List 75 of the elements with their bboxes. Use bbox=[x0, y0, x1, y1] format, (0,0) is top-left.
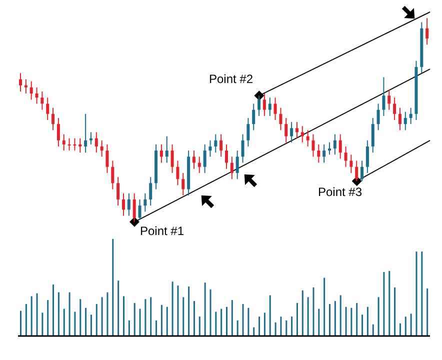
candlestick bbox=[198, 156, 201, 174]
candlestick bbox=[306, 130, 310, 147]
candlestick bbox=[258, 95, 261, 116]
candlestick bbox=[230, 156, 234, 180]
candlestick bbox=[220, 134, 223, 158]
candlestick bbox=[46, 97, 50, 120]
candlestick bbox=[333, 134, 336, 156]
candlestick bbox=[274, 97, 277, 120]
candlestick bbox=[35, 86, 38, 104]
annotation: Point #3 bbox=[318, 185, 362, 199]
candlestick bbox=[56, 117, 60, 147]
candlestick bbox=[317, 144, 320, 164]
candlestick bbox=[94, 132, 98, 154]
candlestick bbox=[360, 160, 364, 182]
candlestick bbox=[40, 90, 44, 110]
candlestick bbox=[106, 144, 109, 174]
candlestick bbox=[24, 78, 28, 94]
candlestick bbox=[144, 192, 147, 212]
candlestick bbox=[344, 146, 348, 168]
candlestick bbox=[149, 176, 152, 206]
candlestick bbox=[84, 113, 88, 154]
candlestick bbox=[409, 107, 412, 125]
candlestick bbox=[160, 144, 163, 164]
candlestick bbox=[78, 138, 82, 154]
candlestick bbox=[290, 122, 294, 143]
candlestick bbox=[127, 192, 130, 216]
candlestick bbox=[366, 140, 369, 174]
candlestick bbox=[192, 150, 196, 170]
candlestick bbox=[268, 97, 272, 116]
candlestick bbox=[182, 172, 185, 196]
candlestick bbox=[68, 138, 71, 152]
candlestick bbox=[19, 72, 22, 92]
candlestick bbox=[132, 192, 136, 222]
candlestick bbox=[328, 142, 331, 156]
annotation: Point #2 bbox=[209, 72, 254, 86]
candlestick bbox=[236, 150, 239, 180]
candlestick bbox=[165, 136, 168, 164]
candlestick bbox=[214, 134, 218, 154]
candlestick bbox=[322, 144, 326, 164]
candlestick bbox=[138, 198, 142, 220]
candlestick bbox=[122, 192, 125, 216]
candlestick bbox=[208, 140, 212, 158]
candlestick bbox=[350, 154, 353, 174]
candlestick bbox=[262, 93, 266, 116]
candlestick bbox=[89, 132, 92, 145]
candlestick bbox=[203, 144, 206, 174]
candlestick bbox=[241, 134, 244, 164]
candlestick bbox=[176, 160, 180, 186]
candlestick bbox=[376, 103, 380, 131]
candlestick bbox=[225, 144, 228, 170]
candlestick bbox=[393, 97, 396, 120]
candlestick bbox=[170, 144, 174, 174]
candlestick bbox=[73, 138, 76, 152]
candlestick bbox=[30, 80, 33, 100]
candlestick bbox=[295, 122, 298, 139]
candlestick bbox=[404, 111, 407, 131]
candlestick bbox=[62, 134, 66, 152]
candlestick bbox=[398, 107, 402, 131]
candlestick bbox=[371, 117, 374, 154]
candlestick bbox=[252, 103, 256, 131]
candlestick bbox=[116, 176, 120, 206]
candlestick bbox=[100, 140, 104, 158]
candlestick bbox=[338, 134, 342, 160]
candlestick bbox=[426, 18, 429, 46]
candlestick bbox=[284, 117, 288, 143]
candlestick bbox=[300, 126, 304, 143]
text: Point #1 bbox=[140, 224, 184, 238]
candlestick bbox=[355, 160, 358, 182]
candlestick bbox=[111, 160, 114, 190]
candlestick bbox=[246, 117, 250, 147]
candlestick bbox=[52, 107, 55, 131]
candlestick bbox=[388, 88, 391, 110]
candlestick bbox=[279, 107, 282, 131]
candlestick bbox=[312, 134, 315, 158]
candlestick bbox=[382, 76, 386, 116]
